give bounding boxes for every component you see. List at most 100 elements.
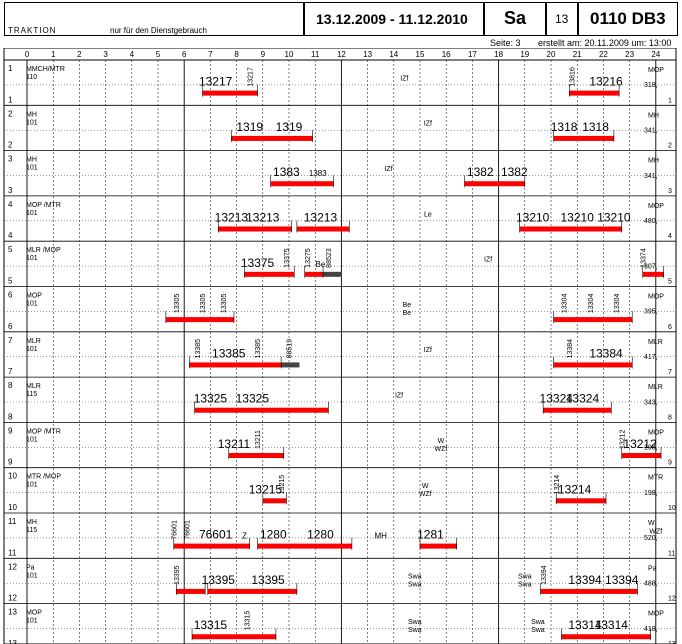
duty-bar [543, 407, 612, 413]
row-number: 11 [8, 517, 17, 526]
row-end-station: MTR [648, 475, 663, 482]
row-mark: Be [403, 310, 412, 317]
train-number: 1281 [417, 528, 444, 542]
train-number: 13211 [218, 437, 251, 451]
row-code: MOP /MTR [26, 202, 61, 209]
train-number: Be [316, 260, 326, 269]
row-code: MMCH/MTR [26, 66, 65, 73]
duty-bar [519, 226, 622, 232]
row-mark: IZf [424, 121, 432, 128]
duty-bar [228, 453, 284, 459]
train-number: 13385 [212, 346, 246, 360]
row-subcode: 101 [26, 482, 38, 489]
plan-id: 0110 DB3 [590, 9, 666, 28]
duty-bar [189, 362, 282, 368]
train-number: 13325 [194, 392, 228, 406]
train-number: 13214 [558, 482, 592, 496]
train-number-vertical: 13384 [567, 339, 574, 359]
hour-label: 21 [573, 50, 582, 59]
train-number-vertical: 13385 [255, 339, 262, 359]
hour-label: 4 [130, 50, 135, 59]
grid-frame [3, 48, 677, 644]
row-number: 5 [8, 277, 13, 286]
duty-bar [207, 588, 297, 594]
train-number-vertical: 88519 [287, 339, 294, 359]
row-mark: Be [403, 302, 412, 309]
train-number-vertical: 13215 [279, 475, 286, 495]
hatch-block [323, 271, 342, 277]
duty-bar [553, 317, 633, 323]
train-number-vertical: 13304 [588, 294, 595, 314]
row-number-right: 8 [668, 414, 672, 421]
duty-bar [561, 634, 651, 640]
row-subcode: 101 [26, 346, 38, 353]
train-number: 13215 [249, 482, 283, 496]
train-number-vertical: 13305 [200, 294, 207, 314]
row-mark: Swa [531, 619, 545, 626]
row-mark: Swa [518, 574, 532, 581]
row-number: 6 [8, 291, 13, 300]
train-number: 13395 [251, 573, 285, 587]
row-end-station: MLR [648, 339, 663, 346]
org-label: TRAKTION [8, 26, 57, 35]
row-mark: W [438, 438, 445, 445]
hour-label: 5 [156, 50, 161, 59]
row-end-station: MH [648, 158, 659, 165]
period: 13.12.2009 - 11.12.2010 [316, 11, 468, 27]
row-number-right: 2 [668, 143, 672, 150]
hour-label: 11 [311, 50, 320, 59]
row-mark: W [422, 483, 429, 490]
day-no: 13 [555, 12, 569, 26]
train-number: 13216 [589, 75, 623, 89]
train-number-vertical: 13304 [562, 294, 569, 314]
train-number-vertical: 13385 [195, 339, 202, 359]
row-mark: Swa [408, 619, 422, 626]
hour-label: 1 [51, 50, 56, 59]
train-number: 13394 [568, 573, 602, 587]
row-end-total: 343, [644, 399, 658, 406]
row-end-station: MOP [648, 203, 664, 210]
hour-label: 14 [389, 50, 398, 59]
restriction-note: nur für den Dienstgebrauch [110, 26, 207, 35]
row-mark: IZf [400, 75, 408, 82]
train-number-vertical: 13304 [614, 294, 621, 314]
row-end-total: 341, [644, 127, 658, 134]
duty-bar [173, 543, 250, 549]
row-subcode: 101 [26, 210, 38, 217]
train-number-vertical: 13816 [570, 67, 577, 87]
duty-bar [176, 588, 206, 594]
row-end-total: 198, [644, 490, 658, 497]
row-number: 9 [8, 426, 13, 435]
duty-bar [420, 543, 457, 549]
row-end-total: 341, [644, 173, 658, 180]
row-end-station: MOP [648, 294, 664, 301]
page-number: Seite: 3 [490, 38, 521, 48]
train-number-vertical: 76601 [184, 520, 191, 540]
train-number-vertical: 13275 [305, 248, 312, 268]
row-code: MH [26, 519, 37, 526]
train-number: 13315 [194, 618, 228, 632]
train-number-vertical: 13394 [541, 565, 548, 585]
header: TRAKTION nur für den Dienstgebrauch 13.1… [0, 0, 682, 50]
row-subcode: 101 [26, 119, 38, 126]
row-code: MLR [26, 383, 41, 390]
train-number: 13213 [246, 211, 280, 225]
duty-bar [556, 498, 607, 504]
train-number-vertical: 13214 [554, 475, 561, 495]
duty-bar [540, 588, 638, 594]
duty-bar [569, 90, 620, 96]
row-end-total: 417, [644, 354, 658, 361]
row-number: 10 [8, 503, 17, 512]
duty-bar [296, 226, 350, 232]
row-end-total: 307, [644, 263, 658, 270]
row-number-right: 12 [668, 596, 676, 603]
train-number-vertical: 13375 [284, 248, 291, 268]
row-end-station: MOP [648, 429, 664, 436]
row-number-right: 13 [668, 641, 676, 644]
duty-bar [553, 135, 614, 141]
row-end-station: MOP [648, 67, 664, 74]
row-subcode: 101 [26, 572, 38, 579]
hour-label: 10 [285, 50, 294, 59]
duty-bar [194, 407, 329, 413]
row-end-station: MOP [648, 611, 664, 618]
